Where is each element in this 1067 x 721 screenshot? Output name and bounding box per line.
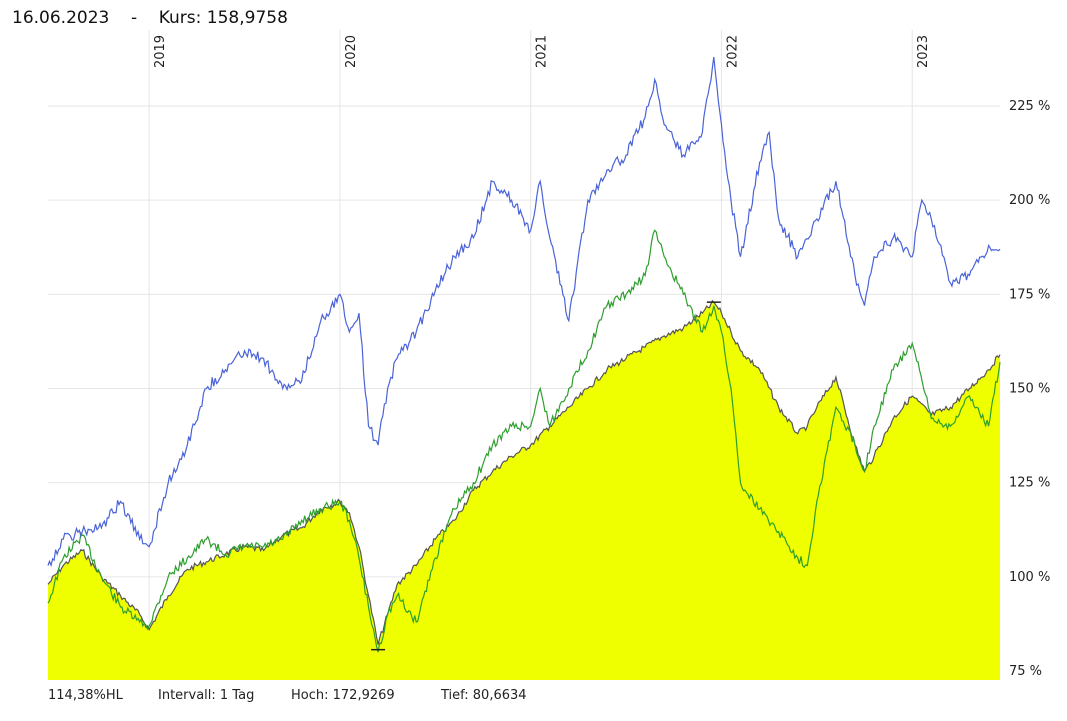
y-tick-label: 200 % bbox=[1009, 193, 1050, 208]
header-kurs-value: 158,9758 bbox=[206, 8, 288, 28]
high-low-markers bbox=[371, 301, 721, 651]
x-axis-labels: 2019 2020 2021 2022 2023 bbox=[153, 35, 931, 68]
y-tick-label: 75 % bbox=[1009, 664, 1042, 679]
main-series-area bbox=[48, 300, 1000, 680]
x-tick-label: 2020 bbox=[344, 35, 359, 68]
header-separator: - bbox=[130, 8, 138, 28]
y-tick-label: 225 % bbox=[1009, 99, 1050, 114]
x-tick-label: 2019 bbox=[153, 35, 168, 68]
y-tick-label: 150 % bbox=[1009, 382, 1050, 397]
x-tick-label: 2022 bbox=[725, 35, 740, 68]
x-tick-label: 2021 bbox=[535, 35, 550, 68]
blue-series-line bbox=[47, 56, 1001, 568]
green-series-line bbox=[47, 229, 1001, 653]
footer-performance: 114,38%HL bbox=[48, 688, 123, 703]
y-tick-label: 100 % bbox=[1009, 570, 1050, 585]
y-axis-labels: 225 % 200 % 175 % 150 % 125 % 100 % 75 % bbox=[1009, 99, 1050, 679]
y-tick-label: 175 % bbox=[1009, 287, 1050, 302]
x-tick-label: 2023 bbox=[916, 35, 931, 68]
main-series-line bbox=[47, 299, 1001, 645]
footer-high: Hoch: 172,9269 bbox=[291, 688, 395, 703]
chart-header: 16.06.2023 - Kurs: 158,9758 bbox=[12, 8, 288, 28]
y-tick-label: 125 % bbox=[1009, 476, 1050, 491]
footer-low: Tief: 80,6634 bbox=[441, 688, 527, 703]
header-date: 16.06.2023 bbox=[12, 8, 110, 28]
header-kurs-label: Kurs: bbox=[158, 8, 202, 28]
footer-interval: Intervall: 1 Tag bbox=[158, 688, 255, 703]
